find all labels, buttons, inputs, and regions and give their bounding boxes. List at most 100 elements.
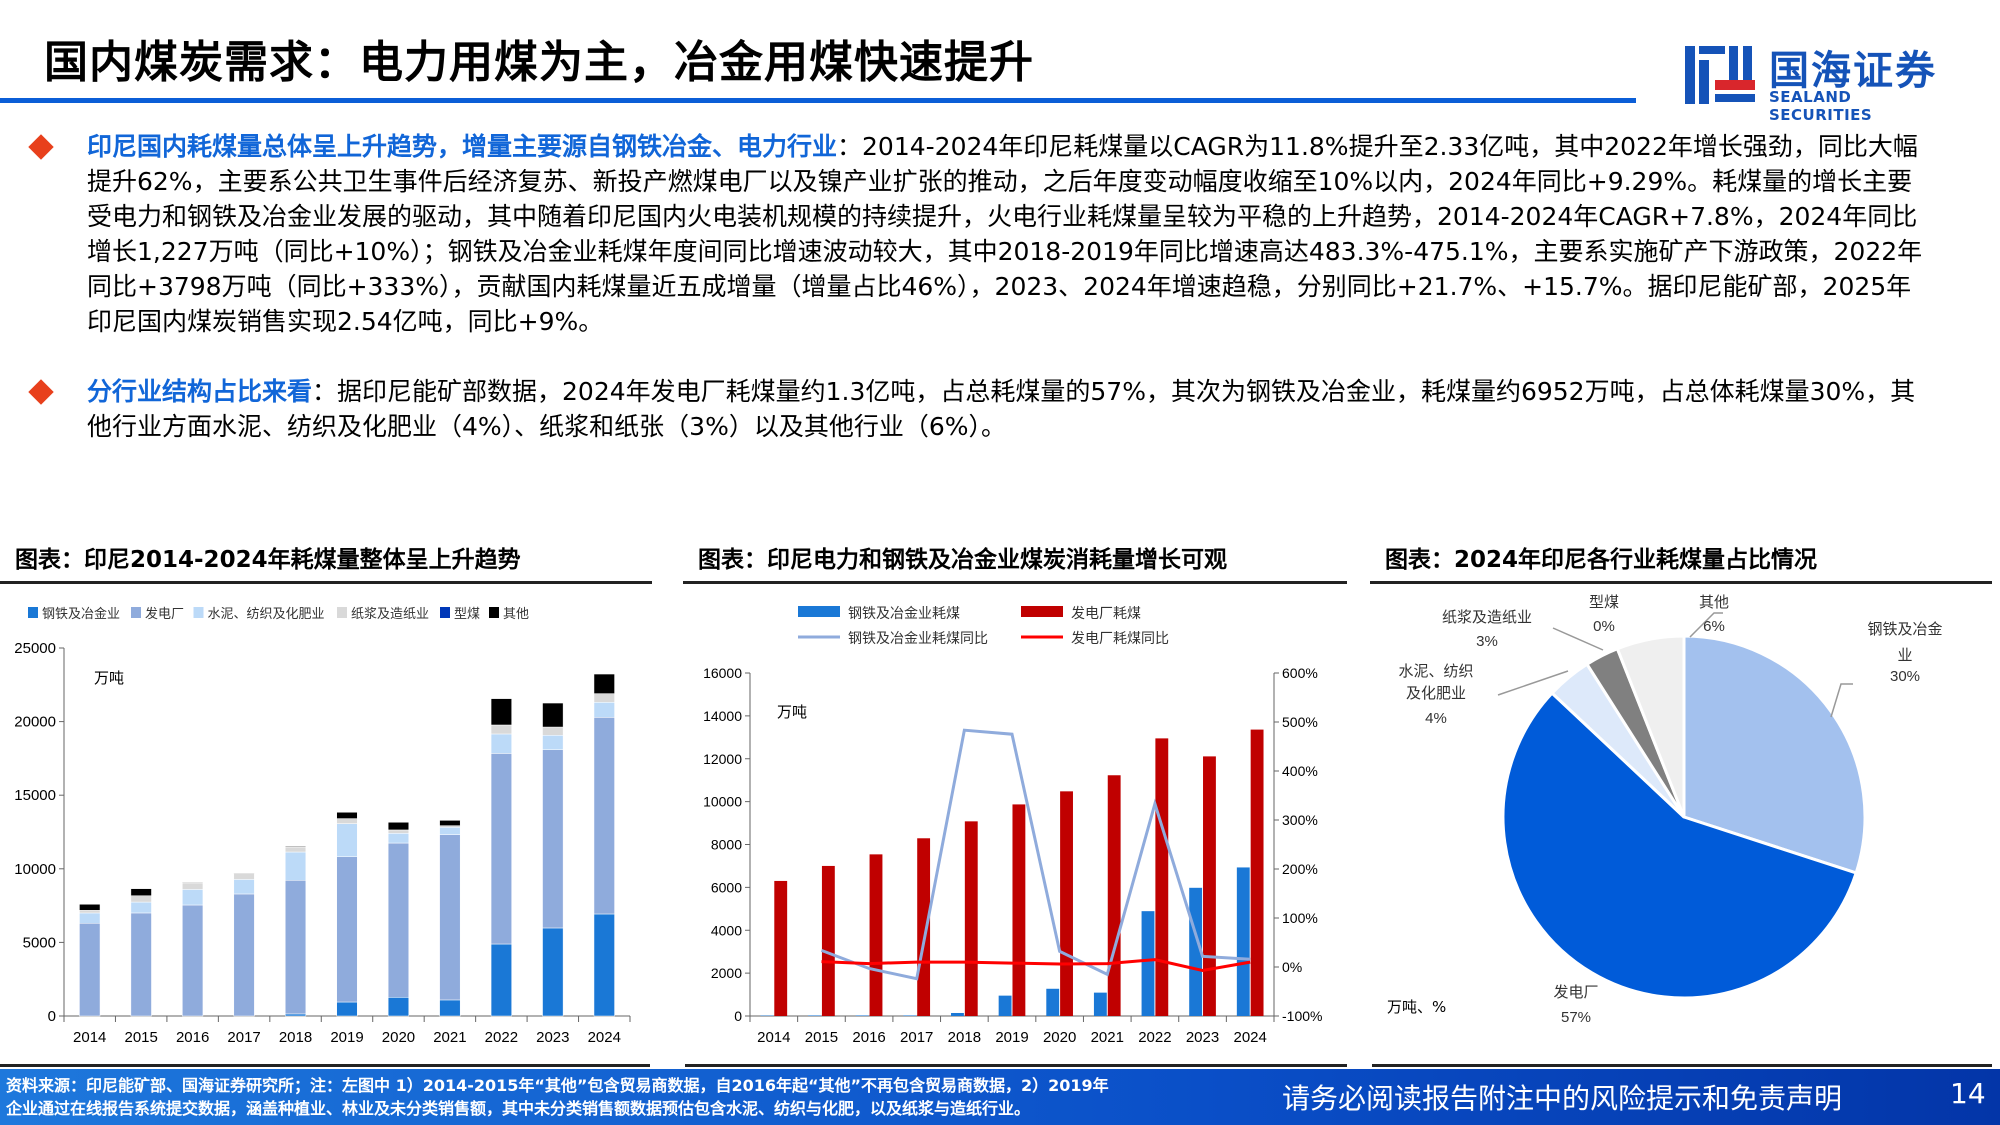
chart2-title: 图表：印尼电力和钢铁及冶金业煤炭消耗量增长可观	[698, 547, 1227, 573]
chart2-bar-发电厂耗煤	[1155, 738, 1169, 1016]
chart1-x-tick-label: 2018	[279, 1029, 312, 1046]
source-note: 资料来源：印尼能矿部、国海证券研究所；注：左图中 1）2014-2015年“其他…	[6, 1074, 1276, 1120]
chart1-bar-钢铁及冶金业	[542, 927, 564, 1017]
chart1-bar-其他	[439, 820, 461, 826]
chart1-bar-水泥、纺织及化肥业	[182, 889, 204, 906]
chart1-y-tick-label: 5000	[23, 934, 56, 951]
chart2-line-发电厂耗煤同比	[821, 958, 1251, 972]
chart2-bar-钢铁及冶金业耗煤	[903, 1015, 917, 1016]
chart2-bar-钢铁及冶金业耗煤	[1236, 867, 1250, 1016]
chart1-bar-其他	[593, 673, 615, 694]
chart1-x-tick-label: 2020	[382, 1029, 415, 1046]
pie-label-name: 及化肥业	[1406, 684, 1466, 702]
pie-label-name: 水泥、纺织	[1398, 662, 1473, 680]
chart2-bar-发电厂耗煤	[1012, 804, 1026, 1016]
chart2-legend-label: 发电厂耗煤	[1071, 606, 1141, 622]
chart2-x-tick-label: 2020	[1043, 1029, 1076, 1046]
chart1-bar-水泥、纺织及化肥业	[387, 833, 409, 844]
chart2-legend-label: 钢铁及冶金业耗煤	[848, 606, 960, 622]
pie-leader-line	[1689, 612, 1723, 638]
chart2-y2-tick-label: 600%	[1282, 665, 1318, 681]
chart3-unit-label: 万吨、%	[1387, 998, 1446, 1016]
chart1-x-tick-label: 2015	[124, 1029, 157, 1046]
chart1-legend-swatch	[337, 607, 347, 618]
chart1-bar-水泥、纺织及化肥业	[79, 912, 101, 924]
chart1-bar-纸浆及造纸业	[336, 818, 358, 824]
chart2-line-钢铁及冶金业耗煤同比	[820, 728, 1251, 981]
chart1-legend-swatch	[193, 607, 204, 618]
logo-mark-icon	[1685, 46, 1755, 104]
chart1-bar-纸浆及造纸业	[233, 873, 255, 880]
chart1-bar-水泥、纺织及化肥业	[593, 702, 615, 718]
chart1-bar-水泥、纺织及化肥业	[336, 823, 358, 857]
chart1-bar-其他	[285, 846, 307, 848]
chart2-y2-tick-label: 500%	[1282, 714, 1318, 730]
chart2-y2-tick-label: 300%	[1282, 812, 1318, 828]
chart2-bar-发电厂耗煤	[1250, 729, 1264, 1016]
chart1-legend-swatch	[489, 607, 499, 618]
chart1-bar-钢铁及冶金业	[285, 1013, 307, 1017]
source-line-2: 企业通过在线报告系统提交数据，涵盖种植业、林业及未分类销售额，其中未分类销售额数…	[6, 1099, 1031, 1118]
chart1-bar-发电厂	[285, 880, 307, 1015]
chart2-x-tick-label: 2018	[948, 1029, 981, 1046]
chart1-bar-纸浆及造纸业	[79, 910, 101, 914]
pie-leader-line	[1497, 670, 1569, 696]
chart2-x-tick-label: 2019	[995, 1029, 1028, 1046]
chart2-legend-label: 发电厂耗煤同比	[1071, 631, 1169, 647]
chart1-bar-纸浆及造纸业	[542, 726, 564, 736]
chart3-title: 图表：2024年印尼各行业耗煤量占比情况	[1385, 547, 1818, 573]
chart1-bar-纸浆及造纸业	[387, 829, 409, 834]
chart1-bar-发电厂	[79, 923, 101, 1017]
chart2-x-tick-label: 2014	[757, 1029, 790, 1046]
chart1-y-tick-label: 10000	[14, 861, 56, 878]
page-title: 国内煤炭需求：电力用煤为主，冶金用煤快速提升	[44, 37, 1034, 88]
chart2-y-tick-label: 14000	[703, 708, 742, 724]
chart2-x-tick-label: 2024	[1233, 1029, 1266, 1046]
chart1-bar-钢铁及冶金业	[387, 997, 409, 1017]
chart1-legend-swatch	[440, 607, 450, 618]
chart1-bar-水泥、纺织及化肥业	[542, 735, 564, 750]
footer: 资料来源：印尼能矿部、国海证券研究所；注：左图中 1）2014-2015年“其他…	[0, 1069, 2000, 1125]
chart1-bar-钢铁及冶金业	[593, 913, 615, 1017]
pie-leader-line	[1830, 683, 1853, 718]
chart2-y2-tick-label: 200%	[1282, 861, 1318, 877]
pie-slice-钢铁及冶金业	[1682, 634, 1867, 875]
paragraph-sector-structure: 分行业结构占比来看：据印尼能矿部数据，2024年发电厂耗煤量约1.3亿吨，占总耗…	[87, 374, 1932, 444]
chart1-bar-发电厂	[542, 749, 564, 929]
chart1-x-tick-label: 2014	[73, 1029, 106, 1046]
chart1-bar-发电厂	[182, 904, 204, 1017]
chart1-bar-纸浆及造纸业	[490, 724, 512, 735]
chart1-y-tick-label: 25000	[14, 640, 56, 657]
pie-label-name: 其他	[1699, 593, 1729, 611]
source-line-1: 资料来源：印尼能矿部、国海证券研究所；注：左图中 1）2014-2015年“其他…	[6, 1076, 1109, 1095]
chart1-bar-纸浆及造纸业	[593, 693, 615, 703]
pie-label-name: 型煤	[1589, 593, 1619, 611]
chart2-bar-钢铁及冶金业耗煤	[855, 1015, 869, 1016]
chart1-x-tick-label: 2024	[588, 1029, 621, 1046]
pie-label-value: 3%	[1476, 633, 1498, 650]
chart2-bar-发电厂耗煤	[917, 838, 931, 1016]
chart1-bar-其他	[79, 904, 101, 911]
chart2-bar-钢铁及冶金业耗煤	[1093, 992, 1107, 1016]
chart2-bar-发电厂耗煤	[1060, 791, 1073, 1016]
chart1-title: 图表：印尼2014-2024年耗煤量整体呈上升趋势	[15, 547, 521, 573]
chart1-legend-label: 发电厂	[145, 606, 184, 622]
chart2-bar-钢铁及冶金业耗煤	[808, 1015, 821, 1016]
chart1-bar-其他	[490, 698, 512, 726]
chart1-x-tick-label: 2021	[433, 1029, 466, 1046]
chart2-y2-tick-label: 0%	[1282, 959, 1302, 975]
chart1-x-tick-label: 2016	[176, 1029, 209, 1046]
pie-label-value: 6%	[1703, 618, 1725, 635]
chart1-bar-发电厂	[490, 753, 512, 945]
chart2-x-tick-label: 2022	[1138, 1029, 1171, 1046]
paragraph-body: ：据印尼能矿部数据，2024年发电厂耗煤量约1.3亿吨，占总耗煤量的57%，其次…	[87, 377, 1916, 441]
chart2-bar-钢铁及冶金业耗煤	[951, 1012, 964, 1016]
chart2-bar-发电厂耗煤	[964, 821, 978, 1016]
chart2-y-tick-label: 8000	[711, 837, 742, 853]
pie-label-value: 0%	[1593, 618, 1615, 635]
pie-label-name: 钢铁及冶金	[1867, 620, 1942, 638]
chart2-y-tick-label: 4000	[711, 922, 742, 938]
chart2-y2-tick-label: -100%	[1282, 1008, 1322, 1024]
chart1-bar-纸浆及造纸业	[182, 882, 204, 890]
pie-label-name: 纸浆及造纸业	[1442, 608, 1532, 626]
